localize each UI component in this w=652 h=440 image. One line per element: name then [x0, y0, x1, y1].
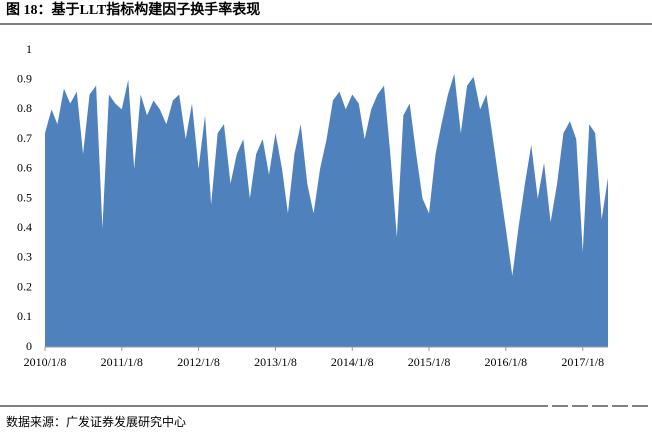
y-tick-label: 0.7 [17, 131, 32, 145]
y-tick-label: 0 [26, 339, 32, 353]
title: 图 18：基于LLT指标构建因子换手率表现 [6, 1, 260, 18]
x-tick-label: 2014/1/8 [331, 355, 374, 369]
x-tick-label: 2012/1/8 [177, 355, 220, 369]
area [45, 73, 608, 347]
x-tick-label: 2011/1/8 [101, 355, 143, 369]
x-tick-label: 2015/1/8 [408, 355, 451, 369]
y-tick-label: 0.9 [17, 71, 32, 85]
y-tick-label: 0.5 [17, 190, 32, 204]
x-tick-label: 2013/1/8 [254, 355, 297, 369]
y-tick-label: 0.4 [17, 220, 32, 234]
x-tick-label: 2017/1/8 [561, 355, 604, 369]
y-tick-label: 0.6 [17, 161, 32, 175]
x-tick-label: 2016/1/8 [484, 355, 527, 369]
x-tick-label: 2010/1/8 [24, 355, 67, 369]
source: 数据来源：广发证券发展研究中心 [6, 414, 186, 429]
y-tick-label: 1 [26, 42, 32, 56]
y-tick-label: 0.3 [17, 250, 32, 264]
y-tick-label: 0.1 [17, 309, 32, 323]
y-tick-label: 0.2 [17, 279, 32, 293]
y-tick-label: 0.8 [17, 101, 32, 115]
